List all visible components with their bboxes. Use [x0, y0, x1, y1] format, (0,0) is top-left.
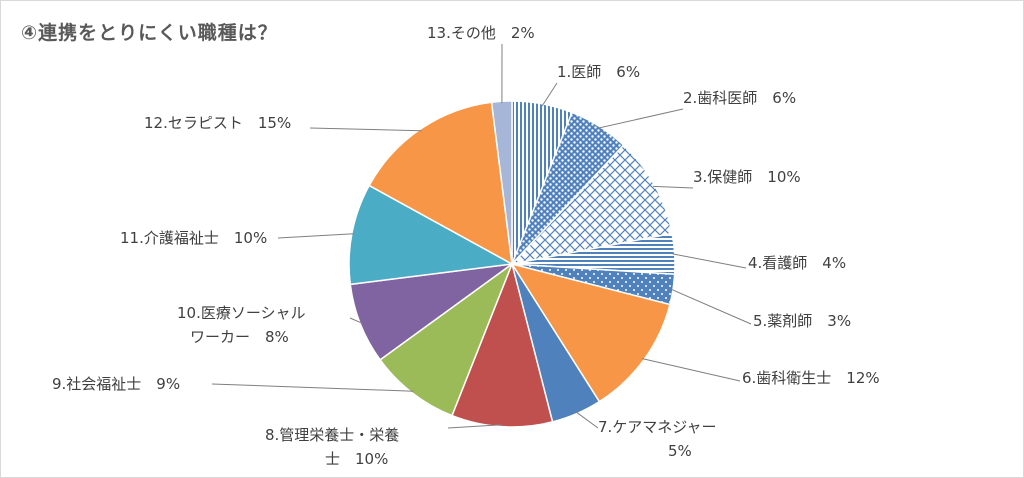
pie-slice-9 [379, 261, 514, 417]
pie-slice-3 [509, 144, 673, 266]
slice-label-10: 10.医療ソーシャル [177, 304, 306, 322]
chart-title: ④連携をとりにくい職種は？ [21, 22, 278, 44]
leader-line-8 [447, 424, 502, 429]
slice-label-1: 1.医師 6% [557, 63, 640, 81]
pie-slice-8 [451, 261, 554, 428]
leader-line-1 [541, 82, 558, 107]
leader-line-2 [598, 108, 684, 129]
slice-label-4: 4.看護師 4% [748, 254, 846, 272]
leader-line-12 [309, 127, 422, 132]
slice-label-7: 7.ケアマネジャー [598, 418, 717, 436]
leader-line-7 [575, 411, 599, 429]
slice-label-2: 2.歯科医師 6% [683, 89, 796, 107]
slice-label-5: 5.薬剤師 3% [753, 312, 851, 330]
slice-label-8: 8.管理栄養士・栄養 [265, 426, 399, 444]
leader-line-9 [211, 383, 414, 392]
slice-label-13: 13.その他 2% [427, 24, 535, 42]
slice-label-7-line2: 5% [668, 442, 692, 460]
leader-line-11 [277, 233, 354, 239]
leader-line-3 [653, 185, 694, 189]
leader-line-4 [672, 253, 747, 269]
slice-label-12: 12.セラピスト 15% [144, 114, 291, 132]
slice-label-3: 3.保健師 10% [693, 168, 801, 186]
slice-label-8-line2: 士 10% [325, 450, 388, 468]
leader-line-5 [670, 288, 752, 325]
slice-label-6: 6.歯科衛生士 12% [742, 369, 880, 387]
leader-line-10 [349, 317, 363, 324]
slice-label-9: 9.社会福祉士 9% [52, 375, 180, 393]
pie-slice-6 [510, 262, 671, 403]
leader-line-6 [642, 358, 741, 382]
pie-slice-12 [368, 101, 513, 266]
slice-label-11: 11.介護福祉士 10% [120, 229, 267, 247]
slice-label-10-line2: ワーカー 8% [190, 328, 289, 346]
